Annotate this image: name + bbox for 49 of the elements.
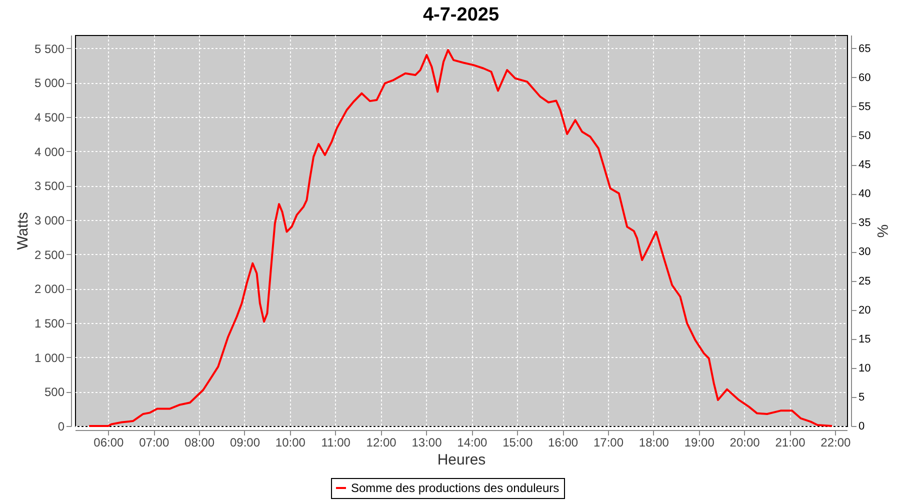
y-tick-label: 0 [58, 420, 65, 434]
x-tick-label: 21:00 [775, 436, 806, 450]
x-tick-label: 19:00 [684, 436, 715, 450]
x-tick-label: 07:00 [139, 436, 170, 450]
y2-tick-label: 30 [858, 246, 871, 258]
x-tick-label: 08:00 [184, 436, 215, 450]
y2-tick-label: 45 [858, 159, 871, 172]
x-tick-label: 13:00 [412, 436, 442, 450]
y2-tick-label: 0 [858, 420, 865, 432]
y-tick-label: 4 000 [34, 144, 65, 159]
y2-tick-label: 5 [858, 391, 865, 404]
y-tick-label: 5 500 [34, 42, 65, 56]
y-tick-label: 4 500 [34, 110, 65, 124]
x-tick-label: 14:00 [457, 436, 488, 450]
y-tick-label: 500 [44, 385, 65, 400]
y2-tick-label: 20 [858, 304, 871, 316]
x-tick-label: 11:00 [321, 436, 351, 450]
y2-tick-label: 10 [858, 362, 871, 374]
y2-axis-title: % [874, 224, 891, 238]
y-tick-label: 5 000 [34, 76, 65, 90]
y-axis-title: Watts [14, 212, 32, 250]
y-tick-label: 2 000 [34, 282, 65, 296]
y2-tick-label: 65 [858, 42, 871, 55]
y-tick-label: 2 500 [34, 248, 65, 262]
y2-tick-label: 40 [858, 188, 871, 200]
y2-tick-label: 35 [858, 217, 871, 230]
y-tick-label: 1 000 [34, 350, 65, 365]
x-tick-label: 16:00 [548, 436, 578, 450]
x-tick-label: 18:00 [638, 436, 670, 450]
y-tick-label: 1 500 [34, 316, 65, 330]
x-tick-label: 17:00 [593, 436, 624, 450]
x-tick-label: 12:00 [366, 436, 397, 450]
y2-tick-label: 55 [858, 100, 871, 113]
y2-tick-label: 15 [858, 333, 871, 346]
x-tick-label: 09:00 [230, 436, 260, 450]
line-series [88, 49, 834, 427]
x-axis-title: Heures [437, 452, 486, 468]
x-tick-label: 06:00 [94, 436, 124, 450]
x-tick-label: 15:00 [502, 436, 533, 450]
y-tick-label: 3 000 [34, 213, 65, 228]
x-tick-label: 10:00 [275, 436, 306, 450]
x-tick-label: 22:00 [820, 436, 852, 450]
y2-tick-label: 50 [858, 130, 871, 142]
y2-tick-label: 60 [858, 72, 871, 84]
y-tick-label: 3 500 [34, 179, 65, 194]
y2-tick-label: 25 [858, 275, 871, 288]
x-tick-label: 20:00 [730, 436, 760, 450]
legend-label: Somme des productions des onduleurs [351, 481, 560, 495]
chart-title: 4-7-2025 [422, 4, 500, 26]
